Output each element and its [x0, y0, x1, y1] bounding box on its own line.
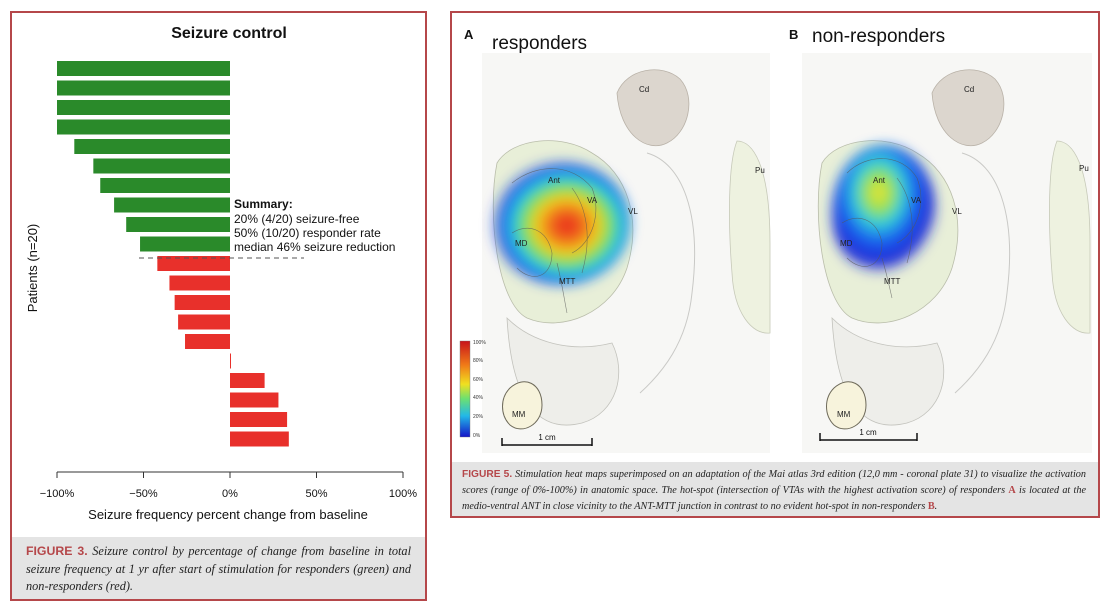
bar-patient-4 — [57, 119, 230, 135]
internal-capsule-shape — [954, 152, 1010, 394]
x-tick-label: 50% — [305, 488, 327, 500]
colorbar-tick: 80% — [473, 358, 484, 364]
mammillary-body-shape — [826, 381, 867, 430]
bar-patient-17 — [230, 373, 265, 388]
colorbar-tick: 40% — [473, 395, 484, 401]
panel-a-title: responders — [492, 33, 587, 54]
label-ant: Ant — [873, 176, 886, 185]
label-ant: Ant — [548, 176, 561, 185]
x-tick-label: 100% — [389, 488, 417, 500]
caption-label: FIGURE 5. — [462, 469, 513, 480]
label-va: VA — [911, 196, 922, 205]
caption-text: is located at the medio-ventral ANT in c… — [462, 485, 1086, 512]
colorbar: 100% 80% 60% 40% 20% 0% — [459, 340, 486, 439]
label-pu: Pu — [1079, 164, 1089, 173]
summary-line: 20% (4/20) seizure-free — [234, 212, 360, 226]
scalebar-b: 1 cm — [819, 428, 918, 441]
heatmap-figure: Cd Pu Ant VA VL MD MTT MM A responders 1… — [459, 26, 1092, 453]
scalebar-a: 1 cm — [501, 433, 593, 446]
label-md: MD — [515, 239, 528, 248]
bar-patient-13 — [174, 295, 230, 310]
caudate-shape — [931, 69, 1005, 147]
bars-group — [57, 61, 289, 447]
caption-text: Stimulation heat maps superimposed on an… — [462, 469, 1086, 496]
bar-patient-12 — [169, 275, 230, 291]
caption-ref-b: B — [927, 501, 935, 512]
bar-patient-8 — [114, 197, 230, 213]
label-cd: Cd — [964, 85, 974, 94]
colorbar-tick: 0% — [473, 433, 481, 439]
colorbar-tick: 20% — [473, 414, 484, 420]
figure-3-panel: Seizure control Patients (n=20) −100% −50… — [10, 11, 427, 601]
bar-patient-19 — [230, 412, 288, 427]
summary-heading: Summary: — [234, 197, 293, 211]
label-vl: VL — [952, 207, 962, 216]
internal-capsule-shape — [639, 152, 695, 394]
bar-patient-1 — [57, 61, 230, 76]
bar-patient-9 — [126, 217, 230, 232]
bar-patient-14 — [178, 314, 230, 330]
y-axis-label: Patients (n=20) — [25, 224, 40, 313]
bar-patient-16 — [230, 353, 231, 369]
putamen-shape — [1049, 140, 1091, 334]
figure-5-panel: Cd Pu Ant VA VL MD MTT MM A responders 1… — [450, 11, 1100, 518]
label-mm: MM — [837, 410, 851, 419]
panel-b-title: non-responders — [812, 26, 945, 47]
heatmap-non-responders — [832, 145, 936, 281]
x-ticks-group: −100% −50% 0% 50% 100% — [40, 472, 417, 500]
bar-patient-7 — [100, 178, 230, 193]
caudate-shape — [616, 69, 690, 147]
panel-a-letter: A — [464, 27, 474, 42]
caption-label: FIGURE 3. — [26, 544, 88, 558]
scalebar-b-label: 1 cm — [859, 428, 877, 437]
putamen-shape — [729, 140, 771, 334]
bar-patient-5 — [74, 139, 230, 154]
colorbar-tick: 100% — [473, 340, 486, 346]
bar-patient-3 — [57, 100, 230, 115]
bar-patient-2 — [57, 80, 230, 96]
label-va: VA — [587, 196, 598, 205]
chart-title: Seizure control — [171, 25, 287, 42]
figure-5-caption: FIGURE 5. Stimulation heat maps superimp… — [452, 462, 1098, 516]
panel-b-letter: B — [789, 27, 798, 42]
caption-ref-a: A — [1008, 485, 1016, 496]
x-tick-label: −50% — [129, 488, 158, 500]
x-axis-label: Seizure frequency percent change from ba… — [88, 507, 368, 522]
panel-b: Cd Pu Ant VA VL MD MTT MM B non-responde… — [789, 26, 1092, 453]
seizure-control-chart: Seizure control Patients (n=20) −100% −50… — [25, 25, 417, 522]
region-labels-b: Cd Pu Ant VA VL MD MTT MM — [837, 85, 1089, 419]
atlas-contours — [511, 168, 597, 314]
bar-patient-18 — [230, 392, 279, 408]
label-md: MD — [840, 239, 853, 248]
caption-text: . — [934, 501, 938, 512]
label-pu: Pu — [755, 166, 765, 175]
caption-text: Seizure control by percentage of change … — [26, 544, 411, 593]
colorbar-tick: 60% — [473, 377, 484, 383]
summary-line: median 46% seizure reduction — [234, 240, 395, 254]
x-tick-label: 0% — [222, 488, 238, 500]
heatmap-responders — [490, 161, 630, 285]
bar-patient-20 — [230, 431, 289, 447]
panel-a: Cd Pu Ant VA VL MD MTT MM A responders 1… — [459, 27, 771, 453]
label-cd: Cd — [639, 85, 649, 94]
bar-patient-11 — [157, 256, 230, 271]
region-labels-a: Cd Pu Ant VA VL MD MTT MM — [512, 85, 765, 419]
label-mm: MM — [512, 410, 526, 419]
colorbar-gradient — [459, 340, 471, 438]
bar-patient-15 — [185, 334, 230, 349]
label-vl: VL — [628, 207, 638, 216]
label-mtt: MTT — [559, 277, 576, 286]
mammillary-body-shape — [502, 381, 543, 430]
bar-patient-6 — [93, 158, 230, 174]
summary-line: 50% (10/20) responder rate — [234, 226, 381, 240]
label-mtt: MTT — [884, 277, 901, 286]
x-tick-label: −100% — [40, 488, 75, 500]
figure-3-caption: FIGURE 3. Seizure control by percentage … — [12, 537, 425, 599]
scalebar-a-label: 1 cm — [538, 433, 556, 442]
summary-box: Summary: 20% (4/20) seizure-free 50% (10… — [234, 197, 395, 254]
bar-patient-10 — [140, 236, 230, 252]
